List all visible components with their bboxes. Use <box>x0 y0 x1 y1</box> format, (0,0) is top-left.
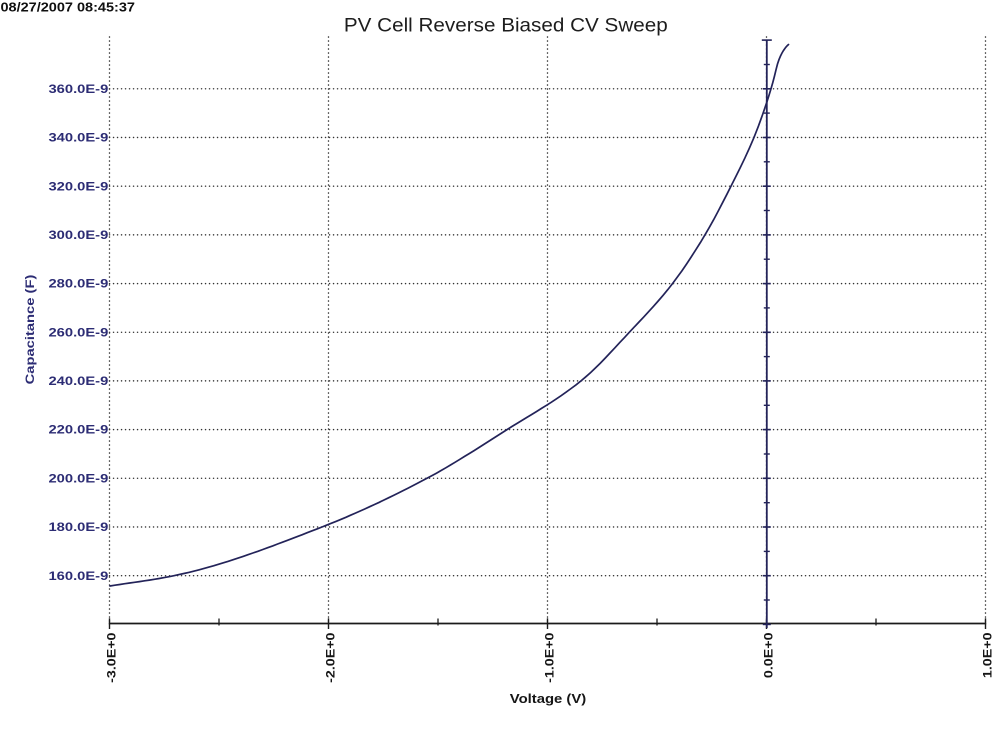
svg-text:320.0E-9: 320.0E-9 <box>48 179 108 193</box>
svg-text:0.0E+0: 0.0E+0 <box>761 633 775 679</box>
svg-text:360.0E-9: 360.0E-9 <box>48 82 108 96</box>
svg-text:160.0E-9: 160.0E-9 <box>48 569 108 583</box>
svg-text:1.0E+0: 1.0E+0 <box>980 633 994 679</box>
svg-text:340.0E-9: 340.0E-9 <box>48 131 108 145</box>
svg-text:180.0E-9: 180.0E-9 <box>48 520 108 534</box>
svg-text:Capacitance (F): Capacitance (F) <box>23 275 37 385</box>
svg-text:260.0E-9: 260.0E-9 <box>48 325 108 339</box>
svg-text:220.0E-9: 220.0E-9 <box>48 423 108 437</box>
svg-text:Voltage (V): Voltage (V) <box>510 692 586 706</box>
svg-text:200.0E-9: 200.0E-9 <box>48 471 108 485</box>
svg-text:300.0E-9: 300.0E-9 <box>48 228 108 242</box>
svg-text:08/27/2007 08:45:37: 08/27/2007 08:45:37 <box>1 1 135 15</box>
svg-text:-1.0E+0: -1.0E+0 <box>542 633 556 683</box>
svg-text:280.0E-9: 280.0E-9 <box>48 277 108 291</box>
svg-text:240.0E-9: 240.0E-9 <box>48 374 108 388</box>
svg-text:PV Cell Reverse Biased CV Swee: PV Cell Reverse Biased CV Sweep <box>344 15 668 36</box>
svg-text:-2.0E+0: -2.0E+0 <box>323 633 337 683</box>
svg-text:-3.0E+0: -3.0E+0 <box>104 633 118 683</box>
